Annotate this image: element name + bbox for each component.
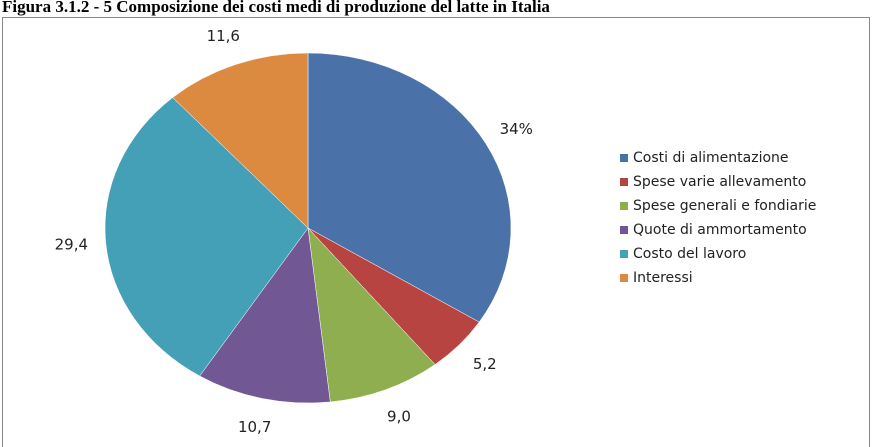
data-label: 29,4 xyxy=(55,236,88,254)
legend-label: Costo del lavoro xyxy=(633,246,746,262)
chart-frame xyxy=(2,17,870,447)
pie-slice xyxy=(172,52,309,229)
legend-swatch xyxy=(620,154,628,162)
legend-swatch xyxy=(620,178,628,186)
chart-title: Figura 3.1.2 - 5 Composizione dei costi … xyxy=(2,0,550,16)
legend-swatch xyxy=(620,226,628,234)
pie-slice xyxy=(104,97,309,377)
legend-label: Spese generali e fondiarie xyxy=(633,198,816,214)
pie-slice xyxy=(199,227,331,404)
legend-label: Quote di ammortamento xyxy=(633,222,807,238)
pie-slice xyxy=(307,52,512,323)
data-label: 5,2 xyxy=(473,355,497,373)
legend-label: Costi di alimentazione xyxy=(633,150,789,166)
data-label: 9,0 xyxy=(387,408,411,426)
legend-swatch xyxy=(620,274,628,282)
data-label: 11,6 xyxy=(207,27,240,45)
data-label: 10,7 xyxy=(238,418,271,436)
legend-swatch xyxy=(620,250,628,258)
legend-label: Spese varie allevamento xyxy=(633,174,806,190)
legend-swatch xyxy=(620,202,628,210)
pie-slice xyxy=(307,227,436,403)
legend-label: Interessi xyxy=(633,270,693,286)
data-label: 34% xyxy=(500,120,533,138)
